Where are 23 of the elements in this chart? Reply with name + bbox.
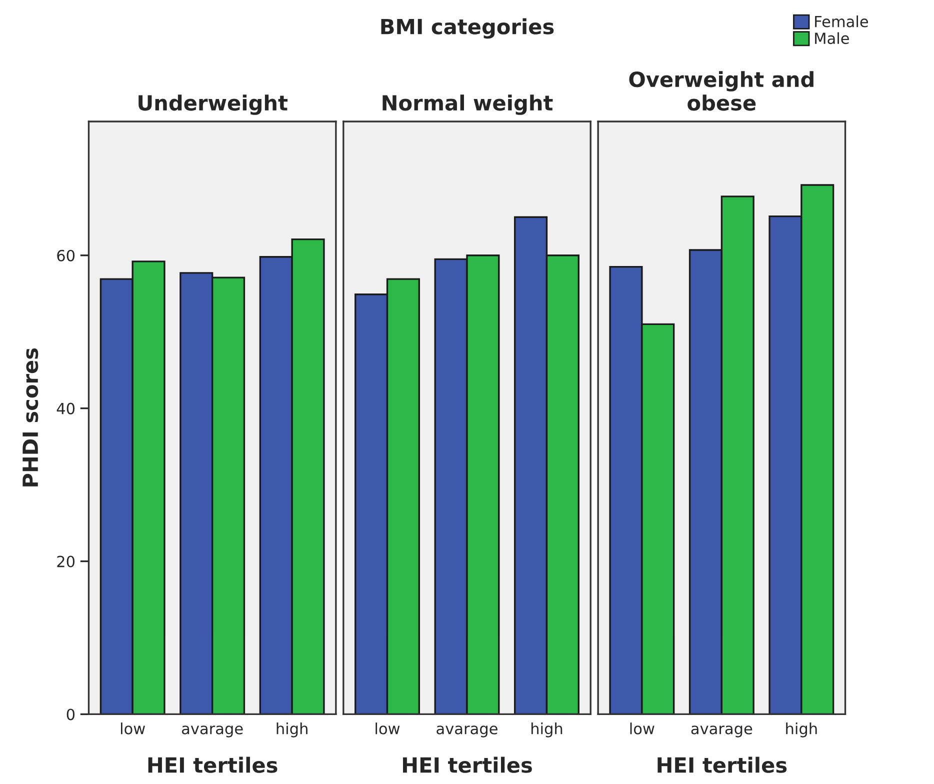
y-tick-label: 60 (57, 250, 75, 262)
y-tick-label: 0 (66, 708, 75, 720)
x-tick-label: high (531, 722, 562, 738)
legend-label: Female (815, 15, 868, 28)
chart-subtitle: Underweight (138, 94, 288, 115)
chart-title: BMI categories (381, 18, 554, 39)
x-axis-title: HEI tertiles (148, 756, 278, 773)
x-tick-label: high (276, 722, 308, 738)
chart-subtitle: Overweight and obese (629, 71, 814, 111)
chart-subtitle: Normal weight (382, 94, 553, 115)
x-tick-label: avarage (436, 726, 498, 738)
x-tick-label: low (376, 722, 400, 734)
x-axis-title: HEI tertiles (658, 756, 787, 773)
x-tick-label: low (630, 722, 654, 734)
y-tick-label: 20 (57, 556, 75, 568)
y-tick-label: 40 (56, 402, 75, 414)
x-axis-title: HEI tertiles (403, 756, 532, 773)
legend-label: Male (815, 32, 849, 44)
x-tick-label: low (120, 722, 145, 734)
y-axis-title: PHDI scores (22, 348, 38, 486)
x-tick-label: avarage (691, 726, 752, 738)
x-tick-label: avarage (182, 726, 243, 738)
x-tick-label: high (786, 722, 817, 738)
